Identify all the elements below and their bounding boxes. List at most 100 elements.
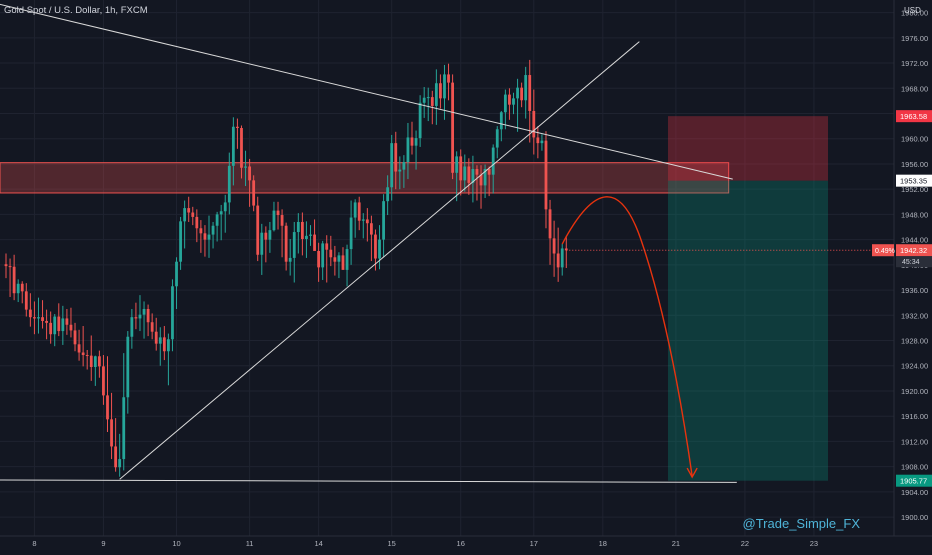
price-label-text: 1905.77: [900, 477, 927, 486]
candle-body: [329, 249, 333, 258]
candle-body: [524, 75, 528, 101]
price-tick-label: 1952.00: [901, 185, 928, 194]
candle-body: [313, 234, 316, 251]
candle-body: [422, 97, 426, 103]
price-tick-label: 1916.00: [901, 412, 928, 421]
candle-body: [183, 208, 187, 222]
countdown-text: 45:34: [902, 259, 920, 266]
candle-body: [106, 395, 109, 420]
candle-body: [77, 344, 81, 353]
time-tick-label: 21: [672, 539, 680, 548]
candle-body: [154, 331, 158, 344]
candle-body: [520, 87, 524, 101]
last-price-text: 1942.32: [900, 246, 927, 255]
time-tick-label: 9: [101, 539, 105, 548]
candle-body: [264, 232, 268, 240]
candles-layer: [4, 59, 568, 477]
price-tick-label: 1948.00: [901, 210, 928, 219]
candle-body: [252, 180, 256, 206]
candle-body: [447, 74, 450, 83]
price-axis[interactable]: 1900.00 1904.00 1908.00 1912.00 1916.00 1920.…: [893, 0, 932, 550]
candle-body: [410, 137, 414, 146]
candle-body: [414, 138, 418, 146]
watermark-handle: @Trade_Simple_FX: [743, 516, 861, 531]
last-price-change-box: [872, 244, 894, 257]
candle-body: [386, 187, 390, 202]
stop-loss-zone: [668, 116, 828, 181]
time-tick-label: 22: [741, 539, 749, 548]
candle-body: [499, 112, 503, 130]
candle-body: [12, 266, 16, 294]
candle-body: [244, 166, 247, 168]
candle-body: [199, 228, 203, 234]
candle-body: [142, 308, 146, 315]
candle-body: [97, 356, 101, 367]
candle-body: [207, 234, 211, 240]
candle-body: [394, 143, 398, 172]
price-axis-background: [894, 0, 932, 550]
currency-label: USD: [904, 6, 921, 15]
candle-body: [114, 446, 118, 468]
candle-body: [203, 233, 207, 240]
candle-body: [187, 208, 191, 213]
trendline-ascending: [119, 41, 640, 480]
candle-body: [434, 83, 438, 106]
candle-body: [24, 291, 28, 310]
candle-body: [280, 215, 284, 226]
time-tick-label: 8: [32, 539, 36, 548]
countdown-box: [896, 256, 932, 268]
candle-body: [495, 129, 499, 148]
candle-body: [215, 214, 219, 226]
candle-body: [471, 168, 475, 183]
candle-body: [126, 336, 130, 398]
candle-body: [4, 264, 8, 267]
candle-body: [337, 255, 341, 262]
candle-body: [560, 248, 564, 268]
candle-body: [292, 232, 296, 258]
candle-body: [211, 225, 215, 235]
candle-body: [540, 140, 544, 144]
price-tick-label: 1928.00: [901, 337, 928, 346]
candle-body: [532, 110, 536, 138]
candle-body: [552, 238, 556, 254]
candle-body: [248, 166, 251, 181]
price-labels-layer: 1963.58 1953.35 1905.77 0.49% 1942.32 45:34: [872, 110, 932, 487]
price-tick-label: 1944.00: [901, 236, 928, 245]
candle-body: [463, 166, 467, 181]
last-price-change: 0.49%: [875, 248, 895, 255]
candle-body: [430, 97, 434, 106]
candle-body: [260, 232, 264, 255]
projection-path: [561, 196, 693, 477]
candle-body: [370, 223, 373, 235]
candle-body: [57, 316, 61, 332]
candle-body: [564, 248, 568, 251]
price-tick-label: 1904.00: [901, 488, 928, 497]
candle-body: [512, 98, 515, 105]
candle-body: [272, 210, 276, 231]
price-tick-label: 1960.00: [901, 135, 928, 144]
candle-body: [357, 202, 361, 221]
candle-body: [73, 330, 77, 345]
time-tick-label: 14: [314, 539, 322, 548]
price-label-text: 1963.58: [900, 112, 927, 121]
candle-body: [300, 221, 304, 239]
candle-body: [439, 83, 442, 99]
candle-body: [548, 209, 552, 239]
candle-body: [483, 168, 487, 186]
candle-body: [102, 366, 105, 396]
candle-body: [162, 337, 166, 352]
candle-body: [406, 137, 410, 163]
time-axis[interactable]: 8 9 10 11 14 15 16 17 18 21 22 23: [0, 535, 932, 550]
candle-body: [426, 97, 430, 99]
candle-body: [49, 322, 53, 335]
candle-body: [219, 211, 223, 215]
time-tick-label: 11: [246, 539, 254, 548]
candle-body: [503, 94, 507, 113]
candle-body: [223, 202, 227, 212]
candle-body: [459, 156, 463, 181]
candle-body: [475, 168, 479, 175]
candle-body: [146, 308, 150, 323]
candle-body: [28, 309, 32, 318]
